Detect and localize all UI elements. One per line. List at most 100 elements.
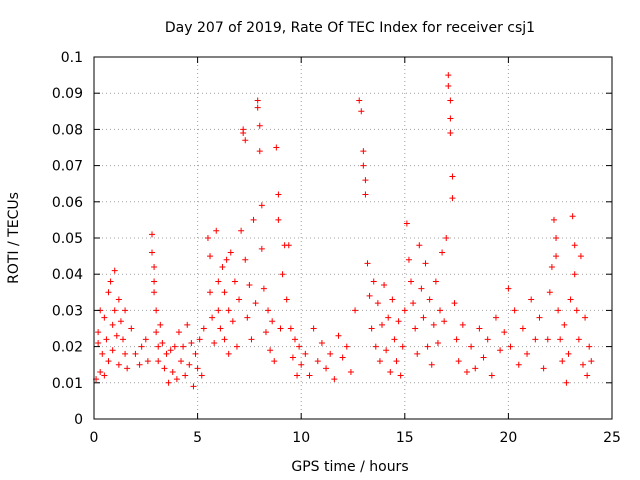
- y-tick-label: 0.09: [52, 86, 83, 102]
- data-point: [285, 242, 292, 249]
- x-axis-label: GPS time / hours: [291, 459, 408, 475]
- data-point: [420, 314, 427, 321]
- data-point: [501, 329, 508, 336]
- x-tick-label: 15: [396, 430, 414, 446]
- data-point: [314, 358, 321, 365]
- data-point: [343, 343, 350, 350]
- y-tick-labels: 0 0.01 0.02 0.03 0.04 0.05 0.06 0.07 0.08 0.09 0.1: [52, 50, 83, 428]
- data-point: [588, 358, 595, 365]
- data-point: [511, 307, 518, 314]
- data-point: [405, 256, 412, 263]
- data-point: [223, 256, 230, 263]
- data-point: [194, 365, 201, 372]
- data-point: [414, 350, 421, 357]
- data-point: [439, 249, 446, 256]
- data-point: [128, 325, 135, 332]
- data-point: [573, 307, 580, 314]
- data-point: [151, 278, 158, 285]
- data-point: [161, 365, 168, 372]
- data-point: [256, 148, 263, 155]
- data-point: [579, 361, 586, 368]
- data-point: [136, 361, 143, 368]
- data-point: [472, 365, 479, 372]
- data-point: [488, 372, 495, 379]
- data-point: [246, 282, 253, 289]
- data-point: [115, 296, 122, 303]
- data-point: [207, 289, 214, 296]
- data-point: [565, 350, 572, 357]
- data-point: [122, 307, 129, 314]
- data-point: [219, 263, 226, 270]
- data-point: [395, 318, 402, 325]
- data-point: [424, 343, 431, 350]
- data-point: [217, 325, 224, 332]
- data-point: [221, 289, 228, 296]
- data-point: [347, 368, 354, 375]
- data-point: [192, 350, 199, 357]
- data-point: [155, 343, 162, 350]
- data-point: [497, 347, 504, 354]
- data-point: [327, 350, 334, 357]
- data-point: [463, 368, 470, 375]
- data-point: [358, 108, 365, 115]
- data-point: [109, 321, 116, 328]
- data-point: [283, 296, 290, 303]
- data-point: [294, 372, 301, 379]
- data-point: [368, 325, 375, 332]
- y-tick-label: 0.01: [52, 376, 83, 392]
- data-point: [582, 314, 589, 321]
- data-point: [95, 339, 102, 346]
- data-point: [447, 115, 454, 122]
- data-point: [196, 336, 203, 343]
- data-points: [93, 72, 595, 390]
- data-point: [198, 372, 205, 379]
- data-point: [567, 296, 574, 303]
- data-point: [360, 148, 367, 155]
- data-point: [171, 343, 178, 350]
- data-point: [412, 325, 419, 332]
- data-point: [559, 358, 566, 365]
- data-point: [383, 347, 390, 354]
- data-point: [109, 347, 116, 354]
- data-point: [455, 358, 462, 365]
- data-point: [364, 260, 371, 267]
- data-point: [422, 260, 429, 267]
- data-point: [449, 195, 456, 202]
- data-point: [362, 177, 369, 184]
- data-point: [451, 300, 458, 307]
- data-point: [238, 227, 245, 234]
- data-point: [188, 339, 195, 346]
- data-point: [584, 372, 591, 379]
- data-point: [209, 314, 216, 321]
- data-point: [265, 307, 272, 314]
- data-point: [159, 339, 166, 346]
- data-point: [374, 300, 381, 307]
- data-point: [577, 253, 584, 260]
- data-point: [586, 343, 593, 350]
- data-point: [515, 361, 522, 368]
- data-point: [149, 231, 156, 238]
- data-point: [101, 372, 108, 379]
- data-point: [532, 336, 539, 343]
- data-point: [173, 376, 180, 383]
- data-point: [416, 242, 423, 249]
- data-point: [453, 336, 460, 343]
- y-axis-label: ROTI / TECUs: [6, 192, 22, 284]
- data-point: [236, 296, 243, 303]
- data-point: [250, 216, 257, 223]
- y-tick-label: 0.06: [52, 195, 83, 211]
- data-point: [215, 307, 222, 314]
- data-point: [362, 191, 369, 198]
- data-point: [437, 307, 444, 314]
- data-point: [410, 300, 417, 307]
- axis-ticks: [93, 56, 613, 420]
- data-point: [248, 336, 255, 343]
- data-point: [233, 343, 240, 350]
- data-point: [555, 307, 562, 314]
- data-point: [254, 97, 261, 104]
- data-point: [157, 321, 164, 328]
- x-tick-label: 25: [603, 430, 621, 446]
- data-point: [391, 336, 398, 343]
- data-point: [215, 278, 222, 285]
- data-point: [271, 358, 278, 365]
